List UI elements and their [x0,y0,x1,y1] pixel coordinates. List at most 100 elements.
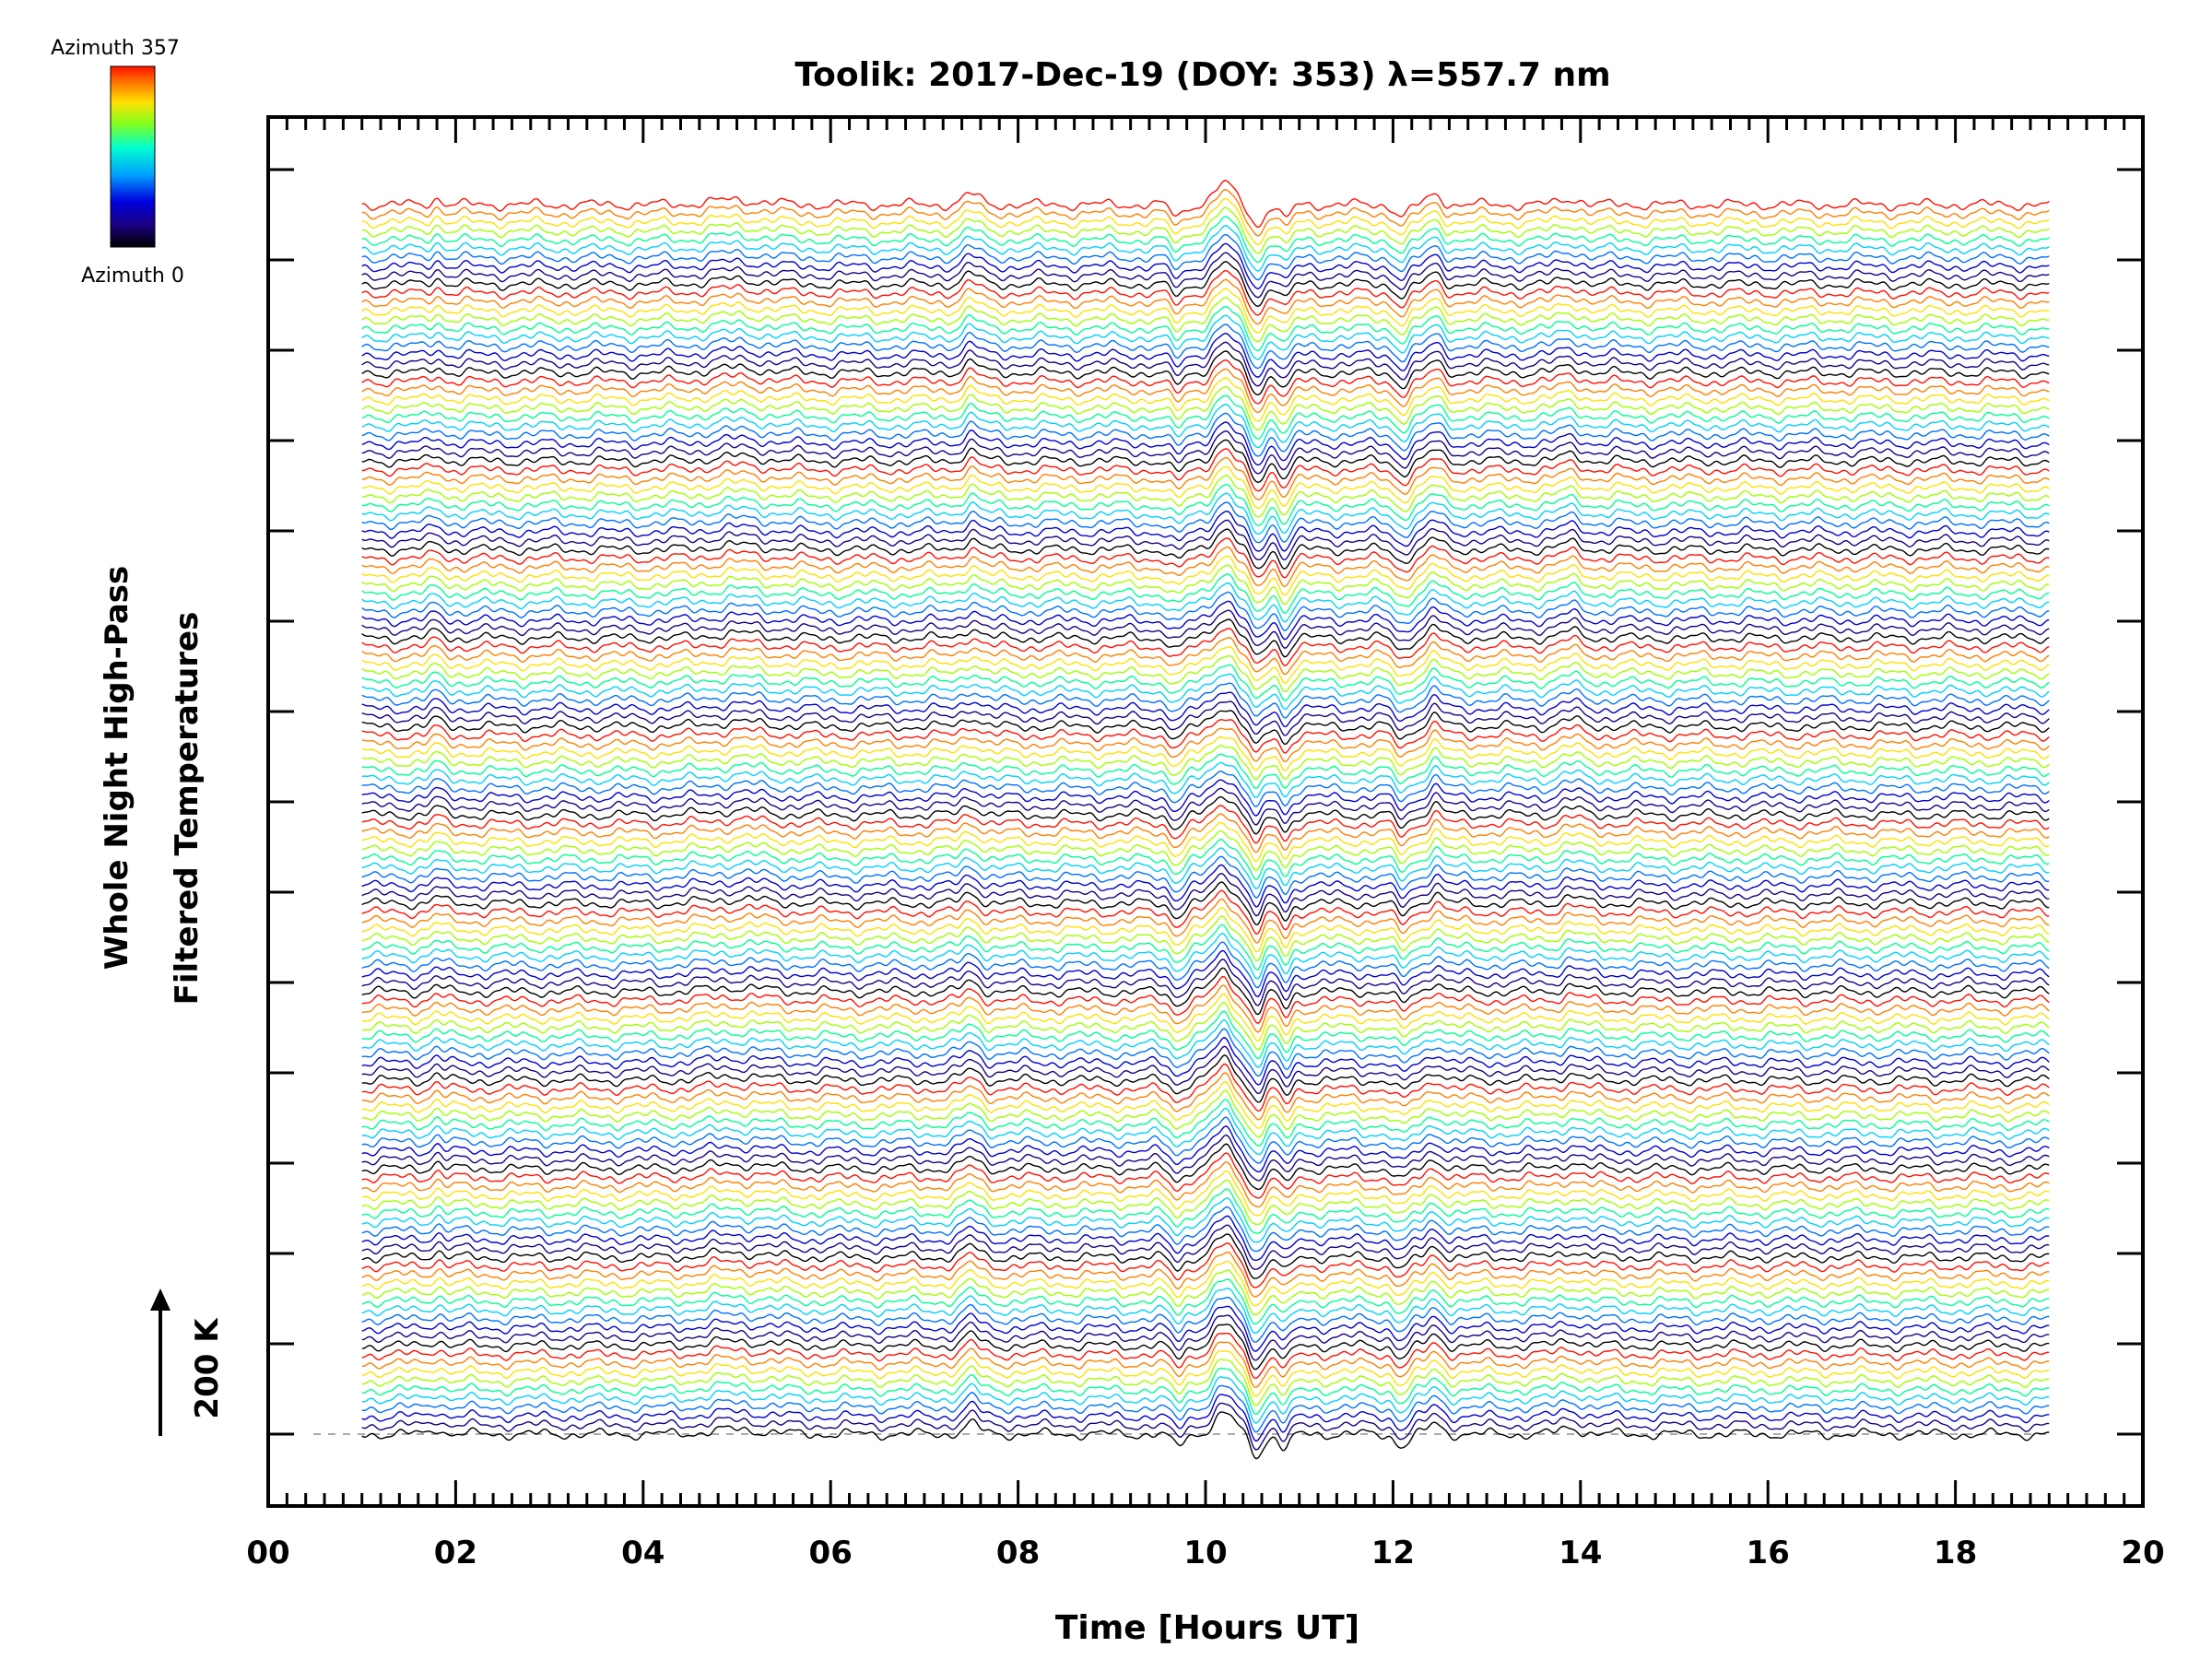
series-line [361,1081,2050,1129]
x-tick-label: 00 [246,1535,289,1571]
series-line [361,1170,2050,1217]
series-line [361,813,2050,853]
x-tick-label: 18 [1934,1535,1977,1571]
series-line [361,1002,2050,1051]
series-line [361,838,2050,881]
series-line [361,429,2050,475]
series-line [361,465,2050,510]
scale-bar [150,1288,171,1436]
series-line [361,368,2050,414]
series-line [361,745,2050,781]
series-line [361,475,2050,518]
series-line [361,1278,2050,1325]
series-line [361,404,2050,449]
series-line [361,1018,2050,1068]
series-line [361,278,2050,325]
x-tick-label: 06 [809,1535,853,1571]
series-line [361,546,2050,588]
series-line [361,421,2050,466]
series-line [361,830,2050,872]
series-line [361,332,2050,378]
series-line [361,993,2050,1042]
series-line [361,1143,2050,1191]
series-line [361,1072,2050,1121]
series-line [361,385,2050,431]
series-line [361,582,2050,623]
series-line [361,924,2050,971]
x-tick-label: 20 [2121,1535,2164,1571]
series-line [361,1028,2050,1077]
series-line [361,1215,2050,1262]
series-line [361,456,2050,500]
colorbar-bottom-label: Azimuth 0 [81,265,184,288]
series-line [361,628,2050,666]
colorbar-top-label: Azimuth 357 [51,37,180,60]
series-line [361,341,2050,387]
series-line [361,600,2050,641]
series-line [361,269,2050,316]
series-line [361,795,2050,835]
plot-frame [266,115,2145,1508]
series-line [361,941,2050,989]
series-line [361,448,2050,492]
series-line [361,1288,2050,1335]
series-line [361,1296,2050,1343]
series-line [361,1036,2050,1086]
series-line [361,889,2050,935]
series-line [361,377,2050,422]
y-axis-label-line2: Filtered Temperatures [169,612,206,1006]
tick-group [266,117,2145,1506]
series-line [361,188,2050,237]
series-line [361,673,2050,710]
x-tick-label: 10 [1183,1535,1227,1571]
series-line [361,1063,2050,1112]
series-line [361,314,2050,360]
series-line [361,1116,2050,1164]
series-line [361,761,2050,799]
series-line [361,394,2050,440]
x-tick-label: 02 [434,1535,477,1571]
series-line [361,252,2050,299]
series-line [361,682,2050,719]
series-line [361,1376,2050,1425]
series-line [361,197,2050,246]
series-line [361,1384,2050,1433]
x-tick-label: 04 [621,1535,665,1571]
series-line [361,1010,2050,1060]
series-line [361,216,2050,264]
series-line [361,1224,2050,1270]
series-line [361,501,2050,544]
series-line [361,537,2050,579]
series-line [361,1233,2050,1279]
series-line [361,654,2050,693]
series-line [361,573,2050,614]
series-line [361,564,2050,606]
series-group [361,180,2050,1460]
series-line [361,305,2050,352]
series-line [361,1134,2050,1182]
series-line [361,1349,2050,1397]
series-line [361,1160,2050,1208]
series-line [361,1324,2050,1371]
series-line [361,1333,2050,1380]
series-line [361,1341,2050,1388]
series-line [361,821,2050,863]
series-line [361,519,2050,561]
series-line [361,907,2050,953]
series-line [361,1411,2050,1460]
series-line [361,1188,2050,1234]
x-tick-label: 14 [1559,1535,1602,1571]
series-line [361,1089,2050,1138]
series-line [361,847,2050,890]
series-line [361,1394,2050,1442]
colorbar [110,65,156,248]
series-line [361,787,2050,826]
series-line [361,1367,2050,1416]
series-line [361,618,2050,658]
series-line [361,324,2050,370]
series-line [361,1314,2050,1361]
series-line [361,949,2050,998]
series-line [361,1402,2050,1451]
series-line [361,664,2050,701]
series-line [361,528,2050,570]
